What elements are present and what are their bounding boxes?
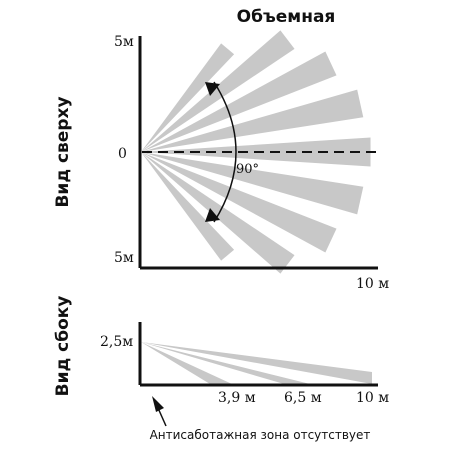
- angle-arc: [213, 81, 237, 223]
- side-view: 2,5м 3,9 м 6,5 м 10 м Вид сбоку: [53, 296, 389, 427]
- top-ray-6: [141, 152, 364, 215]
- tick-mid: 0: [118, 146, 127, 162]
- side-view-rays: [141, 342, 372, 384]
- side-view-label: Вид сбоку: [53, 296, 73, 397]
- top-view: 90° 5м 0 5м 10 м Вид сверху: [53, 30, 389, 292]
- top-ray-2: [141, 30, 295, 152]
- caption-arrow-icon: [152, 396, 164, 412]
- angle-label: 90°: [236, 162, 259, 177]
- caption: Антисаботажная зона отсутствует: [150, 428, 371, 442]
- tick-distance-2: 6,5 м: [284, 390, 322, 406]
- tick-distance-1: 3,9 м: [218, 390, 256, 406]
- tick-bottom: 5м: [114, 250, 134, 266]
- arc-arrow-top-icon: [205, 82, 220, 96]
- top-ray-3: [141, 51, 337, 152]
- top-ray-7: [141, 152, 337, 253]
- tick-top: 5м: [114, 34, 134, 50]
- top-ray-9: [141, 152, 235, 261]
- top-ray-8: [141, 152, 295, 274]
- diagram-title: Объемная: [237, 7, 336, 27]
- top-ray-1: [141, 43, 235, 152]
- tick-distance-3: 10 м: [356, 390, 389, 406]
- tick-height: 2,5м: [100, 334, 133, 350]
- caption-arrow-line: [157, 407, 167, 427]
- side-ray-3: [141, 342, 372, 384]
- side-ray-2: [141, 342, 310, 384]
- arc-arrow-bottom-icon: [205, 208, 220, 222]
- side-ray-1: [141, 342, 232, 384]
- top-ray-4: [141, 89, 364, 152]
- top-view-label: Вид сверху: [53, 96, 73, 207]
- top-view-rays: [141, 30, 371, 274]
- tick-x-end: 10 м: [356, 276, 389, 292]
